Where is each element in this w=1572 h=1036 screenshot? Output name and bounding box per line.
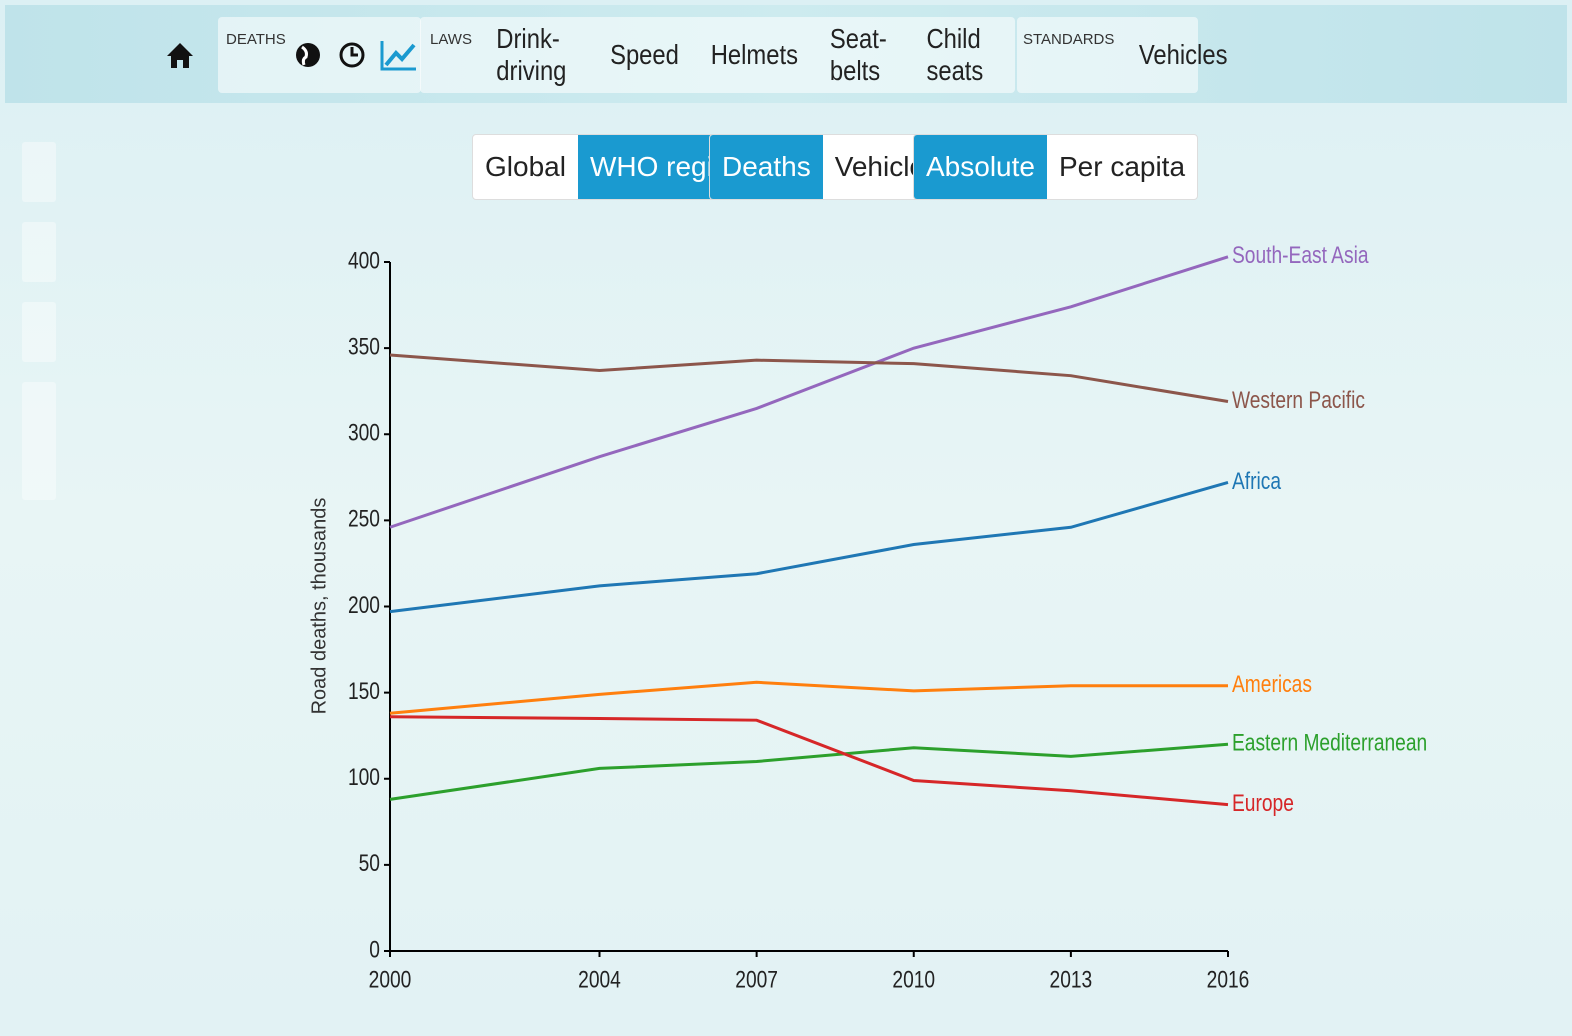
search-button[interactable] <box>22 302 56 362</box>
x-tick-label: 2000 <box>369 965 412 993</box>
standards-label: STANDARDS <box>1023 31 1115 48</box>
series-line <box>389 680 1228 715</box>
y-tick-label: 300 <box>348 418 380 446</box>
series-line <box>389 255 1229 529</box>
series-line <box>389 481 1229 614</box>
series-label: Eastern Mediterranean <box>1232 729 1427 757</box>
x-tick-label: 2016 <box>1207 965 1250 993</box>
y-tick-label: 350 <box>348 332 380 360</box>
x-tick-label: 2004 <box>578 965 621 993</box>
y-tick-label: 400 <box>348 246 380 274</box>
series-label: Europe <box>1232 789 1294 817</box>
series-label: South-East Asia <box>1232 241 1369 269</box>
toggle-group: Absolute Per capita <box>913 134 1199 200</box>
y-axis-label: Road deaths, thousands <box>308 498 330 715</box>
clock-icon[interactable] <box>339 42 365 68</box>
toggle-button[interactable]: Deaths <box>710 135 823 199</box>
law-link[interactable]: Seat-belts <box>829 23 887 86</box>
x-tick-label: 2007 <box>735 965 778 993</box>
laws-panel: LAWS Drink-driving Speed Helmets Seat-be… <box>420 17 1015 93</box>
law-link[interactable]: Drink-driving <box>496 23 567 86</box>
y-tick-label: 0 <box>369 935 380 963</box>
y-tick-label: 200 <box>348 591 380 619</box>
standard-link[interactable]: Vehicles <box>1139 39 1228 70</box>
x-tick-label: 2010 <box>892 965 935 993</box>
y-tick-label: 50 <box>359 849 380 877</box>
toggle-button[interactable]: Per capita <box>1058 151 1186 182</box>
series-line <box>389 353 1229 404</box>
standards-panel: STANDARDS Vehicles <box>1017 17 1228 93</box>
y-tick-label: 100 <box>348 763 380 791</box>
law-link[interactable]: Child seats <box>926 23 984 86</box>
law-link[interactable]: Helmets <box>711 39 799 70</box>
series-label: Americas <box>1232 670 1312 698</box>
trend-icon[interactable] <box>380 41 416 71</box>
toggle-group: Deaths Vehicles <box>709 134 953 200</box>
y-tick-label: 250 <box>348 505 380 533</box>
info-button[interactable] <box>22 142 56 202</box>
series-line <box>389 715 1229 807</box>
home-icon[interactable] <box>165 40 195 70</box>
home-panel <box>165 17 205 93</box>
filter-button[interactable] <box>22 222 56 282</box>
y-tick-label: 150 <box>348 677 380 705</box>
law-link[interactable]: Speed <box>610 39 680 70</box>
series-label: Africa <box>1232 467 1282 495</box>
toggle-button[interactable]: Global <box>485 151 566 182</box>
laws-label: LAWS <box>430 31 472 48</box>
series-line <box>389 742 1229 801</box>
x-tick-label: 2013 <box>1050 965 1093 993</box>
view-icons <box>295 41 416 71</box>
top-bar: DEATHS LAWS Drink-driving Speed Helmets … <box>5 5 1567 103</box>
deaths-label: DEATHS <box>226 31 286 48</box>
deaths-panel: DEATHS <box>218 17 421 93</box>
globe-icon[interactable] <box>295 43 320 67</box>
series-label: Western Pacific <box>1232 386 1365 414</box>
zoom-buttons[interactable] <box>22 382 56 500</box>
toggle-button[interactable]: Absolute <box>914 135 1047 199</box>
